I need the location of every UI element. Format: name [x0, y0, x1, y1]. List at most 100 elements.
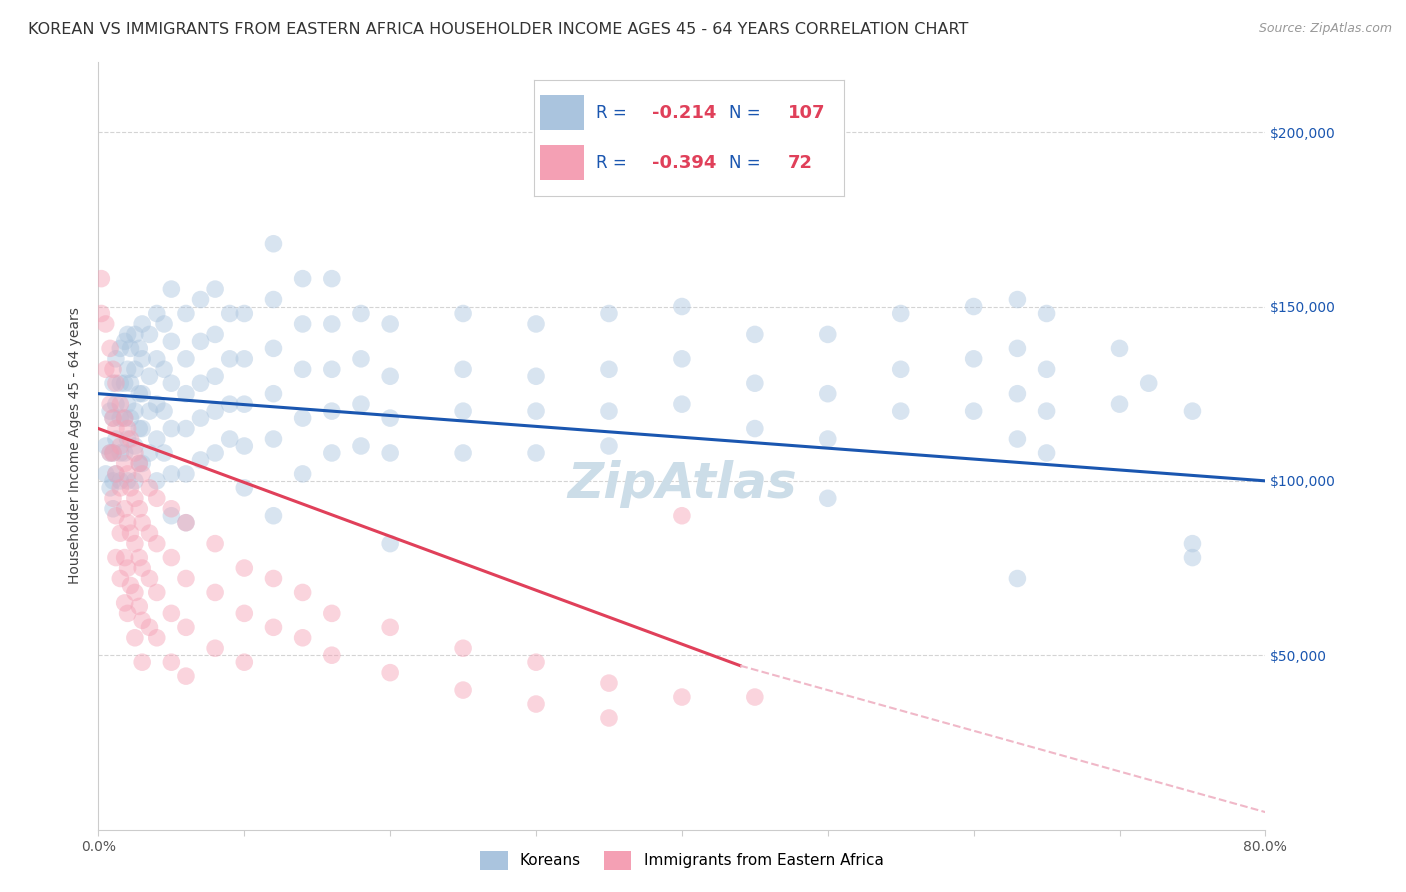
Point [233, 306, 256, 320]
Point [1007, 386, 1029, 401]
Point [138, 481, 160, 495]
FancyBboxPatch shape [540, 145, 583, 180]
Point [117, 467, 139, 481]
Point [262, 386, 284, 401]
Point [101, 411, 124, 425]
Point [321, 404, 343, 418]
Point [1181, 404, 1204, 418]
Point [291, 317, 314, 331]
Point [160, 421, 183, 435]
Point [160, 607, 183, 621]
Text: 72: 72 [787, 153, 813, 171]
Point [138, 404, 160, 418]
Point [233, 397, 256, 411]
Point [524, 317, 547, 331]
Point [174, 620, 197, 634]
Point [190, 293, 212, 307]
Point [104, 467, 127, 481]
Text: N =: N = [730, 153, 766, 171]
Point [218, 306, 240, 320]
Point [98, 397, 121, 411]
Point [146, 585, 169, 599]
Point [104, 508, 127, 523]
Point [262, 572, 284, 586]
Point [138, 327, 160, 342]
Point [204, 446, 226, 460]
Point [120, 411, 142, 425]
Point [138, 620, 160, 634]
Point [174, 516, 197, 530]
Point [94, 362, 117, 376]
Point [124, 362, 146, 376]
Text: R =: R = [596, 103, 633, 121]
Point [110, 342, 132, 356]
Point [524, 655, 547, 669]
Point [890, 362, 912, 376]
Point [817, 432, 839, 446]
Point [101, 501, 124, 516]
Point [124, 474, 146, 488]
Point [104, 397, 127, 411]
Point [204, 585, 226, 599]
Point [120, 481, 142, 495]
Point [124, 536, 146, 550]
Point [128, 342, 150, 356]
Point [146, 351, 169, 366]
Point [138, 526, 160, 541]
Point [1137, 376, 1160, 391]
Point [117, 474, 139, 488]
Text: Source: ZipAtlas.com: Source: ZipAtlas.com [1258, 22, 1392, 36]
Point [598, 362, 620, 376]
Point [153, 446, 176, 460]
Point [204, 536, 226, 550]
Point [131, 386, 153, 401]
Point [321, 648, 343, 663]
Point [131, 421, 153, 435]
Point [451, 446, 474, 460]
Point [114, 334, 136, 349]
Point [114, 596, 136, 610]
Point [451, 683, 474, 698]
Point [524, 697, 547, 711]
Point [1108, 397, 1130, 411]
Point [153, 317, 176, 331]
Point [380, 536, 402, 550]
Point [110, 481, 132, 495]
Point [817, 491, 839, 506]
Point [1181, 550, 1204, 565]
Point [321, 317, 343, 331]
Text: N =: N = [730, 103, 766, 121]
Point [1181, 536, 1204, 550]
Point [110, 439, 132, 453]
Point [321, 362, 343, 376]
Point [598, 306, 620, 320]
Point [110, 572, 132, 586]
Point [160, 334, 183, 349]
Point [101, 446, 124, 460]
Point [1108, 342, 1130, 356]
Point [146, 397, 169, 411]
Point [380, 665, 402, 680]
Point [218, 351, 240, 366]
Point [114, 376, 136, 391]
Point [114, 411, 136, 425]
Point [190, 453, 212, 467]
Point [218, 432, 240, 446]
Point [262, 293, 284, 307]
Point [128, 421, 150, 435]
Point [262, 508, 284, 523]
Point [128, 599, 150, 614]
Point [98, 342, 121, 356]
Point [233, 439, 256, 453]
Text: R =: R = [596, 153, 633, 171]
Point [1007, 293, 1029, 307]
Point [262, 236, 284, 251]
Point [817, 178, 839, 192]
Point [160, 282, 183, 296]
Point [104, 421, 127, 435]
Point [1007, 432, 1029, 446]
Point [233, 607, 256, 621]
Point [104, 376, 127, 391]
Point [1035, 404, 1057, 418]
Point [350, 397, 373, 411]
